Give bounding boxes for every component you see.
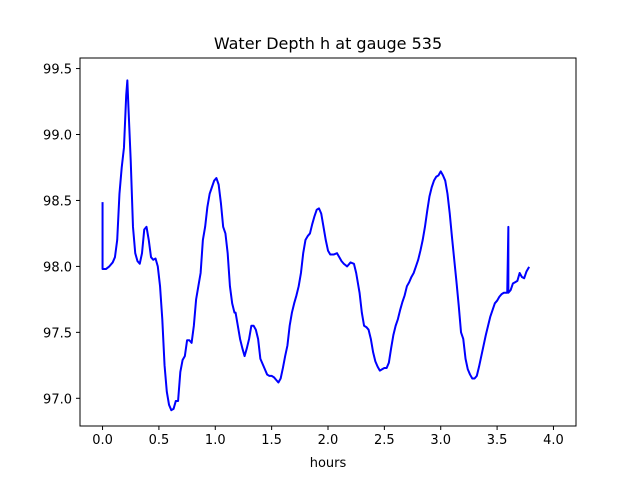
series-line-0 bbox=[101, 79, 531, 412]
x-axis: 0.0 0.5 1.0 1.5 2.0 2.5 3.0 3.5 4.0 bbox=[92, 426, 564, 448]
y-tick-label: 97.5 bbox=[43, 326, 72, 341]
y-tick-label: 98.0 bbox=[43, 260, 72, 275]
y-tick-label: 98.5 bbox=[43, 194, 72, 209]
chart-title: Water Depth h at gauge 535 bbox=[214, 34, 442, 53]
y-tick-label: 99.5 bbox=[43, 63, 72, 78]
x-tick-label: 1.0 bbox=[205, 433, 226, 448]
y-tick-label: 99.0 bbox=[43, 129, 72, 144]
y-axis: 97.0 97.5 98.0 98.5 99.0 99.5 bbox=[43, 63, 80, 407]
x-tick-label: 1.5 bbox=[261, 433, 282, 448]
x-tick-label: 4.0 bbox=[543, 433, 564, 448]
x-tick-label: 0.0 bbox=[92, 433, 113, 448]
x-tick-label: 3.0 bbox=[430, 433, 451, 448]
x-tick-label: 0.5 bbox=[149, 433, 170, 448]
y-tick-label: 97.0 bbox=[43, 392, 72, 407]
x-tick-label: 3.5 bbox=[487, 433, 508, 448]
x-tick-label: 2.0 bbox=[318, 433, 339, 448]
x-axis-label: hours bbox=[310, 456, 347, 471]
x-tick-label: 2.5 bbox=[374, 433, 395, 448]
